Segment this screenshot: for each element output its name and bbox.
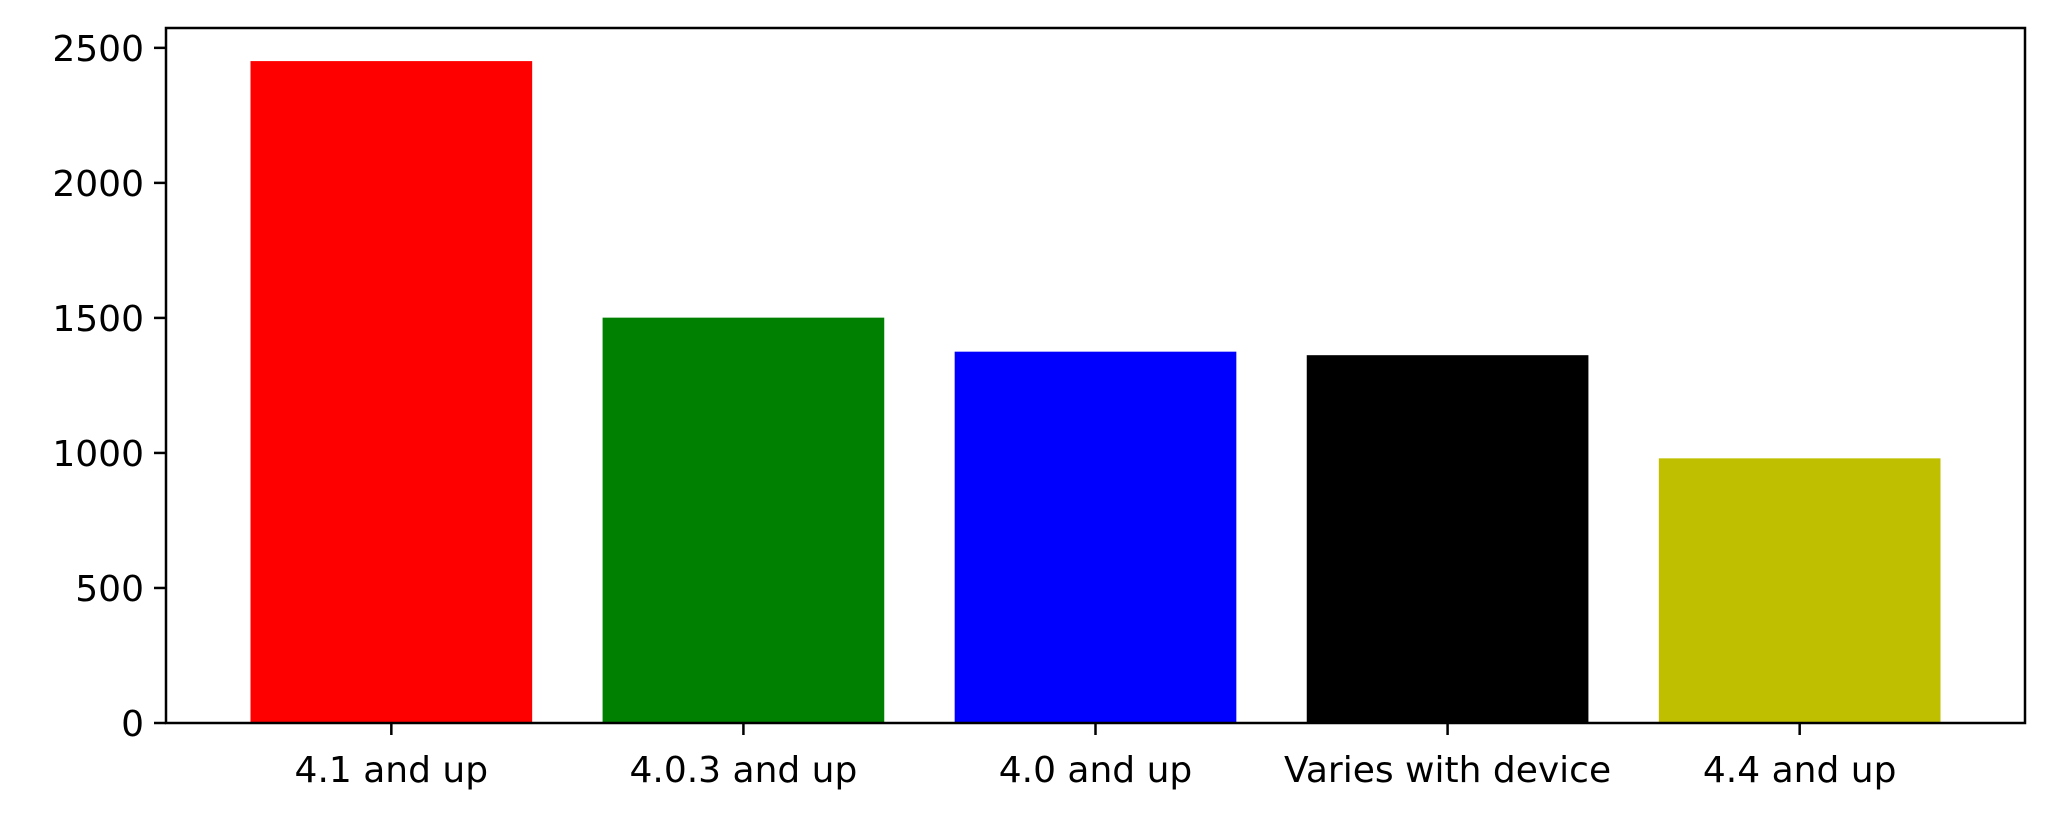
y-tick-label-4: 2000 [52,164,144,205]
y-tick-label-3: 1500 [52,299,144,340]
x-tick-label-0: 4.1 and up [295,750,489,791]
x-tick-label-2: 4.0 and up [999,750,1193,791]
x-axis: 4.1 and up 4.0.3 and up 4.0 and up Varies w… [295,723,1897,791]
bar-0 [250,61,533,724]
y-tick-label-2: 1000 [52,434,144,475]
bar-1 [602,317,885,723]
bar-3 [1306,355,1589,723]
bar-4 [1658,458,1941,723]
bar-2 [954,351,1237,723]
bars-group [250,61,1941,724]
y-tick-label-5: 2500 [52,29,144,70]
y-tick-label-0: 0 [121,704,144,745]
plot-frame [164,26,2027,725]
y-tick-label-1: 500 [75,569,144,610]
x-tick-label-3: Varies with device [1284,750,1611,791]
x-tick-label-4: 4.4 and up [1703,750,1897,791]
y-axis: 0 500 1000 1500 2000 2500 [52,29,166,745]
x-tick-label-1: 4.0.3 and up [629,750,857,791]
